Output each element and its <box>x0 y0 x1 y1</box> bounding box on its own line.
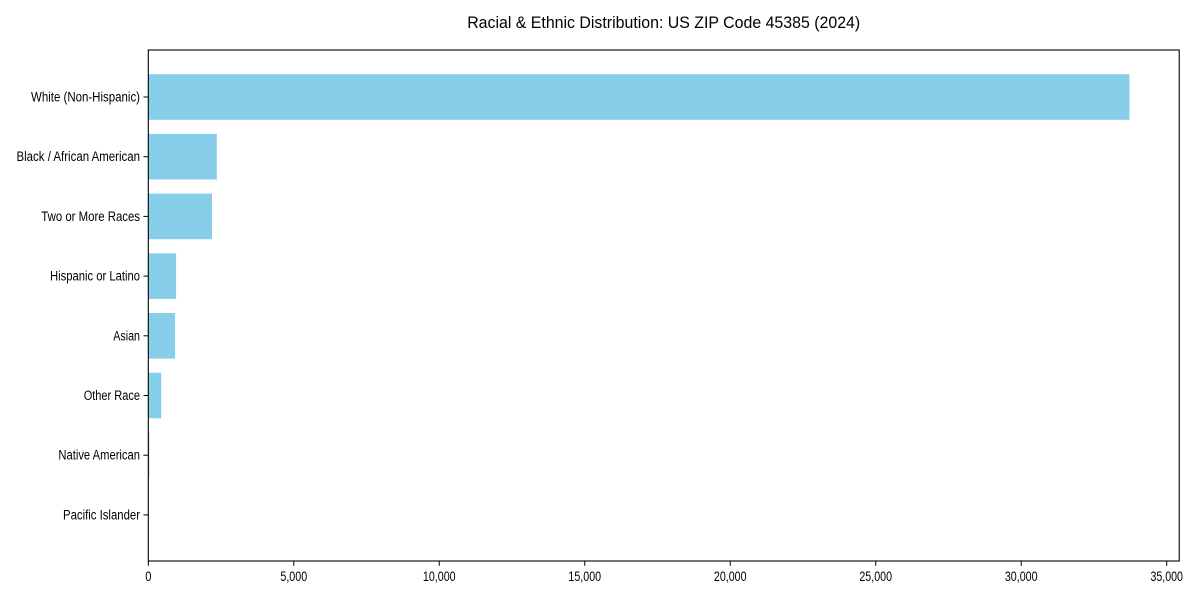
bar-white-non-hispanic <box>148 74 1130 120</box>
bar-other-race <box>148 372 162 419</box>
plot-area: White (Non-Hispanic) Black / African Amer… <box>17 49 1183 584</box>
x-tick-label-5-000: 5,000 <box>280 569 307 584</box>
y-tick-label-two-or-more-races: Two or More Races <box>41 209 140 224</box>
x-tick-label-0: 0 <box>145 569 151 584</box>
x-tick-label-20-000: 20,000 <box>714 569 747 584</box>
y-tick-label-hispanic-or-latino: Hispanic or Latino <box>50 269 140 284</box>
y-tick-label-asian: Asian <box>113 328 140 343</box>
y-tick-label-white-non-hispanic: White (Non-Hispanic) <box>31 90 140 105</box>
bar-black-african-american <box>148 133 217 180</box>
bar-hispanic-or-latino <box>148 253 177 299</box>
y-tick-label-other-race: Other Race <box>84 388 140 403</box>
x-tick-label-35-000: 35,000 <box>1150 569 1183 584</box>
bar-two-or-more-races <box>148 193 213 240</box>
plot-border <box>147 49 1180 562</box>
x-tick-label-15-000: 15,000 <box>568 569 601 584</box>
y-tick-label-black-african-american: Black / African American <box>17 149 141 164</box>
chart-title: Racial & Ethnic Distribution: US ZIP Cod… <box>467 13 860 32</box>
bar-asian <box>148 313 176 359</box>
y-tick-label-pacific-islander: Pacific Islander <box>63 507 140 522</box>
x-tick-label-30-000: 30,000 <box>1005 569 1038 584</box>
y-tick-label-native-american: Native American <box>58 448 140 463</box>
x-tick-label-10-000: 10,000 <box>423 569 456 584</box>
x-tick-label-25-000: 25,000 <box>859 569 892 584</box>
